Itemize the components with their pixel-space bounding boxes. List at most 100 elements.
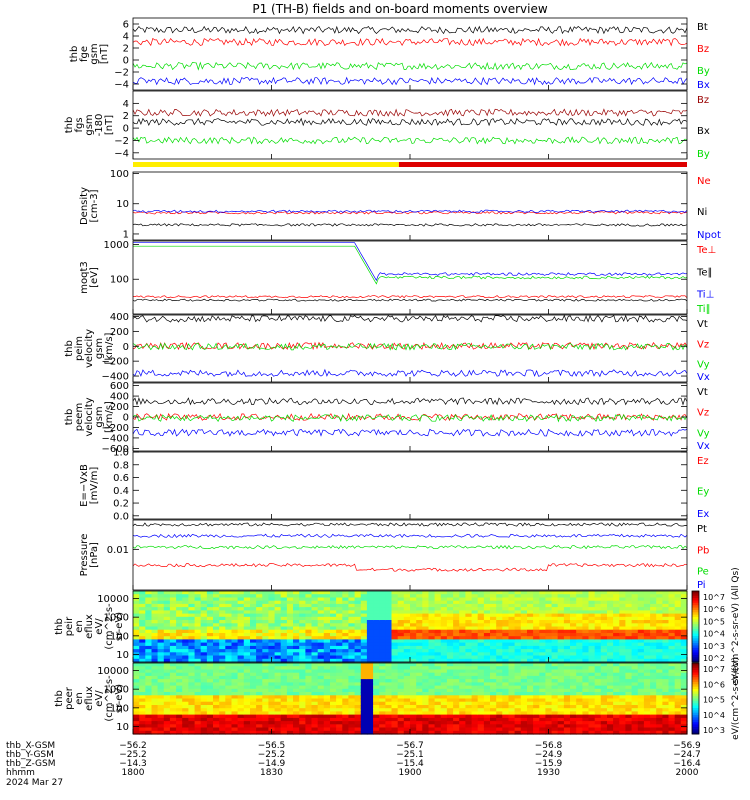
spectrogram-cell	[305, 603, 313, 608]
spectrogram-cell	[434, 669, 442, 674]
spectrogram-cell	[588, 633, 596, 637]
spectrogram-cell	[305, 591, 313, 595]
spectrogram-cell	[557, 672, 565, 677]
spectrogram-cell	[570, 708, 577, 712]
spectrogram-cell	[206, 652, 214, 657]
spectrogram-cell	[397, 636, 405, 640]
spectrogram-cell	[551, 616, 559, 621]
spectrogram-cell	[533, 711, 540, 716]
spectrogram-cell	[336, 620, 343, 624]
spectrogram-cell	[163, 672, 171, 677]
spectrogram-cell	[237, 658, 245, 663]
spectrogram-cell	[330, 679, 337, 683]
spectrogram-cell	[496, 721, 503, 725]
colorbar-segment	[692, 715, 699, 718]
series-line-Pt	[132, 522, 688, 527]
spectrogram-cell	[600, 658, 608, 663]
spectrogram-cell	[274, 639, 282, 644]
spectrogram-cell	[250, 717, 257, 722]
spectrogram-cell	[459, 701, 466, 706]
spectrogram-cell	[483, 679, 491, 683]
spectrogram-cell	[225, 705, 233, 709]
spectrogram-cell	[508, 682, 516, 687]
spectrogram-cell	[305, 610, 313, 615]
spectrogram-cell	[385, 620, 393, 624]
series-label: Ti⊥	[696, 290, 714, 301]
spectrogram-cell	[299, 721, 306, 725]
spectrogram-cell	[163, 607, 171, 611]
spectrogram-cell	[490, 597, 497, 602]
spectrogram-cell	[293, 639, 300, 644]
spectrogram-cell	[206, 636, 214, 640]
spectrogram-cell	[600, 705, 608, 709]
y-axis-label: fge	[79, 46, 90, 62]
spectrogram-cell	[366, 698, 374, 703]
spectrogram-cell	[342, 695, 350, 700]
spectrogram-cell	[576, 682, 583, 687]
spectrogram-cell	[588, 663, 596, 667]
spectrogram-cell	[391, 626, 399, 631]
spectrogram-cell	[256, 698, 263, 703]
spectrogram-cell	[465, 672, 473, 677]
spectrogram-cell	[533, 688, 540, 693]
spectrogram-cell	[502, 607, 510, 611]
spectrogram-cell	[145, 652, 153, 657]
spectrogram-cell	[588, 714, 596, 719]
spectrogram-cell	[508, 613, 516, 618]
spectrogram-cell	[508, 603, 516, 608]
spectrogram-cell	[539, 688, 547, 693]
spectrogram-cell	[619, 666, 627, 670]
spectrogram-cell	[650, 629, 657, 634]
spectrogram-cell	[280, 685, 288, 690]
spectrogram-cell	[453, 649, 460, 653]
spectrogram-cell	[631, 603, 639, 608]
spectrogram-cell	[145, 688, 153, 693]
spectrogram-cell	[662, 727, 670, 732]
spectrogram-cell	[539, 620, 547, 624]
spectrogram-cell	[256, 663, 263, 667]
spectrogram-cell	[237, 727, 245, 732]
spectrogram-cell	[262, 727, 270, 732]
spectrogram-cell	[643, 711, 651, 716]
spectrogram-cell	[330, 642, 337, 647]
spectrogram-cell	[440, 682, 448, 687]
spectrogram-cell	[225, 663, 233, 667]
spectrogram-cell	[631, 708, 639, 712]
spectrogram-cell	[502, 717, 510, 722]
spectrogram-cell	[250, 695, 257, 700]
spectrogram-cell	[231, 591, 239, 595]
spectrogram-cell	[348, 649, 356, 653]
spectrogram-cell	[446, 675, 454, 680]
spectrogram-cell	[600, 607, 608, 611]
spectrogram-cell	[336, 724, 343, 729]
spectrogram-cell	[674, 626, 682, 631]
spectrogram-cell	[243, 724, 251, 729]
spectrogram-cell	[576, 679, 583, 683]
spectrogram-cell	[286, 708, 294, 712]
spectrogram-cell	[213, 688, 220, 693]
spectrogram-cell	[403, 629, 411, 634]
spectrogram-cell	[397, 639, 405, 644]
spectrogram-cell	[410, 655, 417, 660]
spectrogram-cell	[607, 698, 614, 703]
spectrogram-cell	[286, 675, 294, 680]
spectrogram-cell	[570, 698, 577, 703]
spectrogram-cell	[496, 597, 503, 602]
spectrogram-cell	[416, 610, 423, 615]
colorbar-segment	[692, 693, 699, 697]
spectrogram-cell	[231, 717, 239, 722]
spectrogram-cell	[317, 679, 325, 683]
spectrogram-cell	[274, 616, 282, 621]
spectrogram-cell	[342, 672, 350, 677]
spectrogram-cell	[354, 724, 362, 729]
spectrogram-cell	[188, 616, 196, 621]
spectrogram-cell	[200, 639, 208, 644]
spectrogram-cell	[330, 607, 337, 611]
spectrogram-cell	[631, 685, 639, 690]
spectrogram-cell	[403, 626, 411, 631]
spectrogram-cell	[600, 666, 608, 670]
spectrogram-cell	[274, 610, 282, 615]
colorbar-segment	[692, 689, 699, 692]
spectrogram-cell	[619, 642, 627, 647]
spectrogram-cell	[206, 649, 214, 653]
